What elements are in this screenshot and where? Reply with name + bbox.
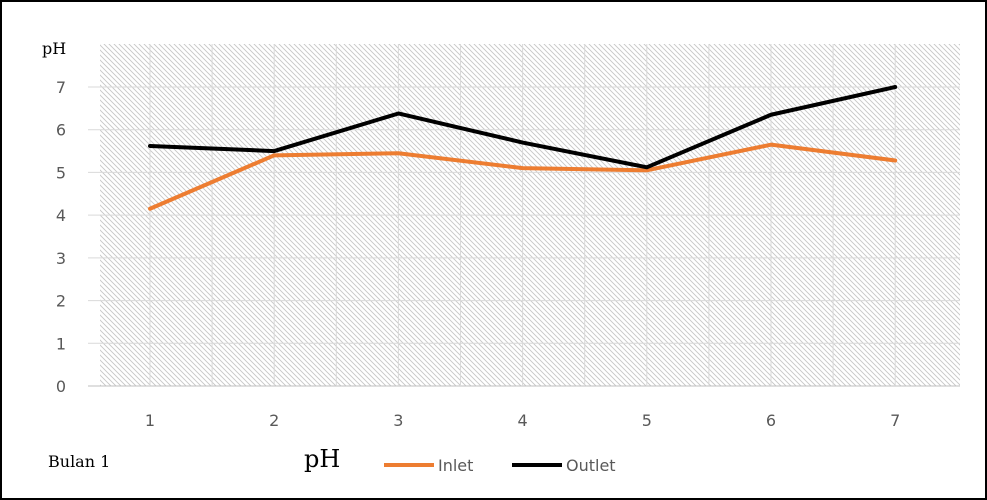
x-tick-label: 2 [269,411,279,430]
legend-outlet-label: Outlet [566,456,616,475]
x-tick-label: 3 [393,411,403,430]
legend-inlet-label: Inlet [438,456,473,475]
y-tick-label: 5 [56,163,66,182]
legend: Inlet Outlet [384,456,616,475]
y-tick-label: 0 [56,377,66,396]
x-tick-label: 6 [766,411,776,430]
series-line-inlet [148,142,898,211]
x-tick-labels: 1 2 3 4 5 6 7 [145,411,900,430]
y-tick-labels: 0 1 2 3 4 5 6 7 [56,78,66,396]
y-axis-label: pH [42,39,66,58]
caption-ph: pH [304,445,340,473]
x-tick-label: 5 [642,411,652,430]
y-tick-label: 7 [56,78,66,97]
x-tick-label: 7 [890,411,900,430]
y-tick-label: 1 [56,334,66,353]
series-line-outlet [148,85,898,170]
y-tick-label: 2 [56,292,66,311]
grid-lines [88,44,960,387]
data-series [148,85,898,211]
caption-bulan: Bulan 1 [48,452,110,471]
x-tick-label: 4 [518,411,528,430]
y-tick-label: 4 [56,206,66,225]
y-tick-label: 6 [56,121,66,140]
y-tick-label: 3 [56,249,66,268]
x-tick-label: 1 [145,411,155,430]
